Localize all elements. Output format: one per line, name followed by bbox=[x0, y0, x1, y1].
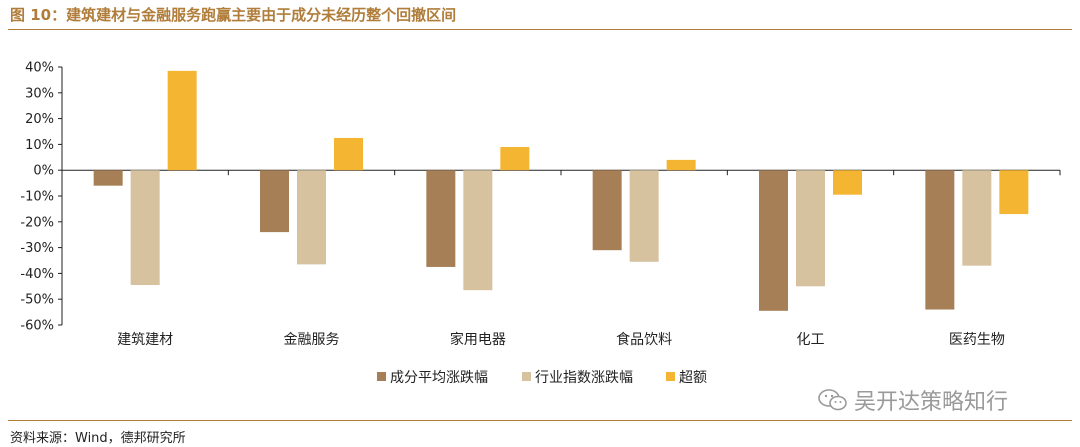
wechat-icon bbox=[818, 389, 847, 411]
y-tick-label: 20% bbox=[25, 112, 54, 127]
legend-label: 超额 bbox=[679, 370, 707, 386]
title-divider bbox=[8, 29, 1072, 30]
y-tick-label: -60% bbox=[20, 319, 54, 334]
chart-title: 图 10：建筑建材与金融服务跑赢主要由于成分未经历整个回撤区间 bbox=[10, 6, 457, 24]
legend-label: 成分平均涨跌幅 bbox=[390, 370, 488, 386]
legend-swatch bbox=[666, 372, 675, 381]
bar-1-3 bbox=[426, 170, 456, 267]
category-label: 医药生物 bbox=[949, 332, 1005, 348]
bar-1-4 bbox=[592, 170, 622, 251]
bar-3-6 bbox=[999, 170, 1029, 215]
bar-3-3 bbox=[500, 146, 530, 171]
category-label: 食品饮料 bbox=[616, 331, 672, 348]
category-labels: 建筑建材 金融服务 家用电器 食品饮料 化工 医药生物 bbox=[117, 331, 1005, 348]
bar-3-2 bbox=[334, 137, 363, 171]
bar-1-6 bbox=[925, 170, 955, 310]
y-tick-label: 40% bbox=[25, 61, 54, 76]
y-tick-label: -40% bbox=[20, 267, 54, 282]
source-note: 资料来源：Wind，德邦研究所 bbox=[10, 431, 186, 446]
y-tick-label: 0% bbox=[33, 164, 54, 179]
bar-1-1 bbox=[93, 170, 123, 186]
bar-2-5 bbox=[796, 170, 825, 287]
y-tick-label: -30% bbox=[20, 241, 54, 256]
y-tick-label: -10% bbox=[20, 190, 54, 205]
watermark-text: 吴开达策略知行 bbox=[854, 390, 1009, 415]
y-tick-label: -50% bbox=[20, 293, 54, 308]
y-tick-label: 30% bbox=[25, 86, 54, 101]
category-label: 化工 bbox=[797, 332, 825, 348]
bar-chart: 40% 30% 20% 10% 0% -10% -20% -30% -40% -50% -60% 建… bbox=[20, 61, 1061, 386]
legend-swatch bbox=[377, 372, 386, 381]
y-tick-label: 10% bbox=[25, 138, 54, 153]
watermark: 吴开达策略知行 bbox=[818, 384, 1008, 416]
bar-1-2 bbox=[260, 170, 289, 233]
category-label: 建筑建材 bbox=[117, 332, 173, 348]
bar-3-5 bbox=[833, 170, 862, 195]
bars bbox=[93, 70, 1029, 311]
y-tick-label: -20% bbox=[20, 215, 54, 230]
footer-divider bbox=[8, 420, 1072, 421]
category-label: 家用电器 bbox=[450, 331, 506, 348]
category-label: 金融服务 bbox=[284, 332, 340, 348]
bar-2-3 bbox=[463, 170, 493, 291]
y-axis: 40% 30% 20% 10% 0% -10% -20% -30% -40% -50% -60% bbox=[20, 61, 1061, 334]
bar-3-4 bbox=[666, 159, 696, 171]
legend: 成分平均涨跌幅 行业指数涨跌幅 超额 bbox=[377, 370, 707, 386]
bar-2-6 bbox=[962, 170, 992, 266]
bar-1-5 bbox=[759, 170, 788, 311]
bar-2-2 bbox=[297, 170, 326, 265]
bar-3-1 bbox=[167, 70, 197, 171]
legend-label: 行业指数涨跌幅 bbox=[535, 370, 633, 386]
bar-2-4 bbox=[629, 170, 659, 262]
legend-swatch bbox=[522, 372, 531, 381]
bar-2-1 bbox=[130, 170, 160, 286]
